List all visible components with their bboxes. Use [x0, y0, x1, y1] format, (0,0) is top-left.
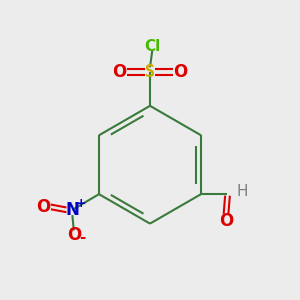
Text: O: O: [112, 63, 127, 81]
Text: O: O: [219, 212, 233, 230]
Text: Cl: Cl: [144, 39, 160, 54]
Text: +: +: [75, 197, 86, 210]
Text: S: S: [145, 63, 155, 81]
Text: -: -: [80, 230, 86, 245]
Text: O: O: [173, 63, 188, 81]
Text: O: O: [67, 226, 81, 244]
Text: O: O: [36, 198, 50, 216]
Text: N: N: [65, 201, 79, 219]
Text: H: H: [236, 184, 248, 199]
